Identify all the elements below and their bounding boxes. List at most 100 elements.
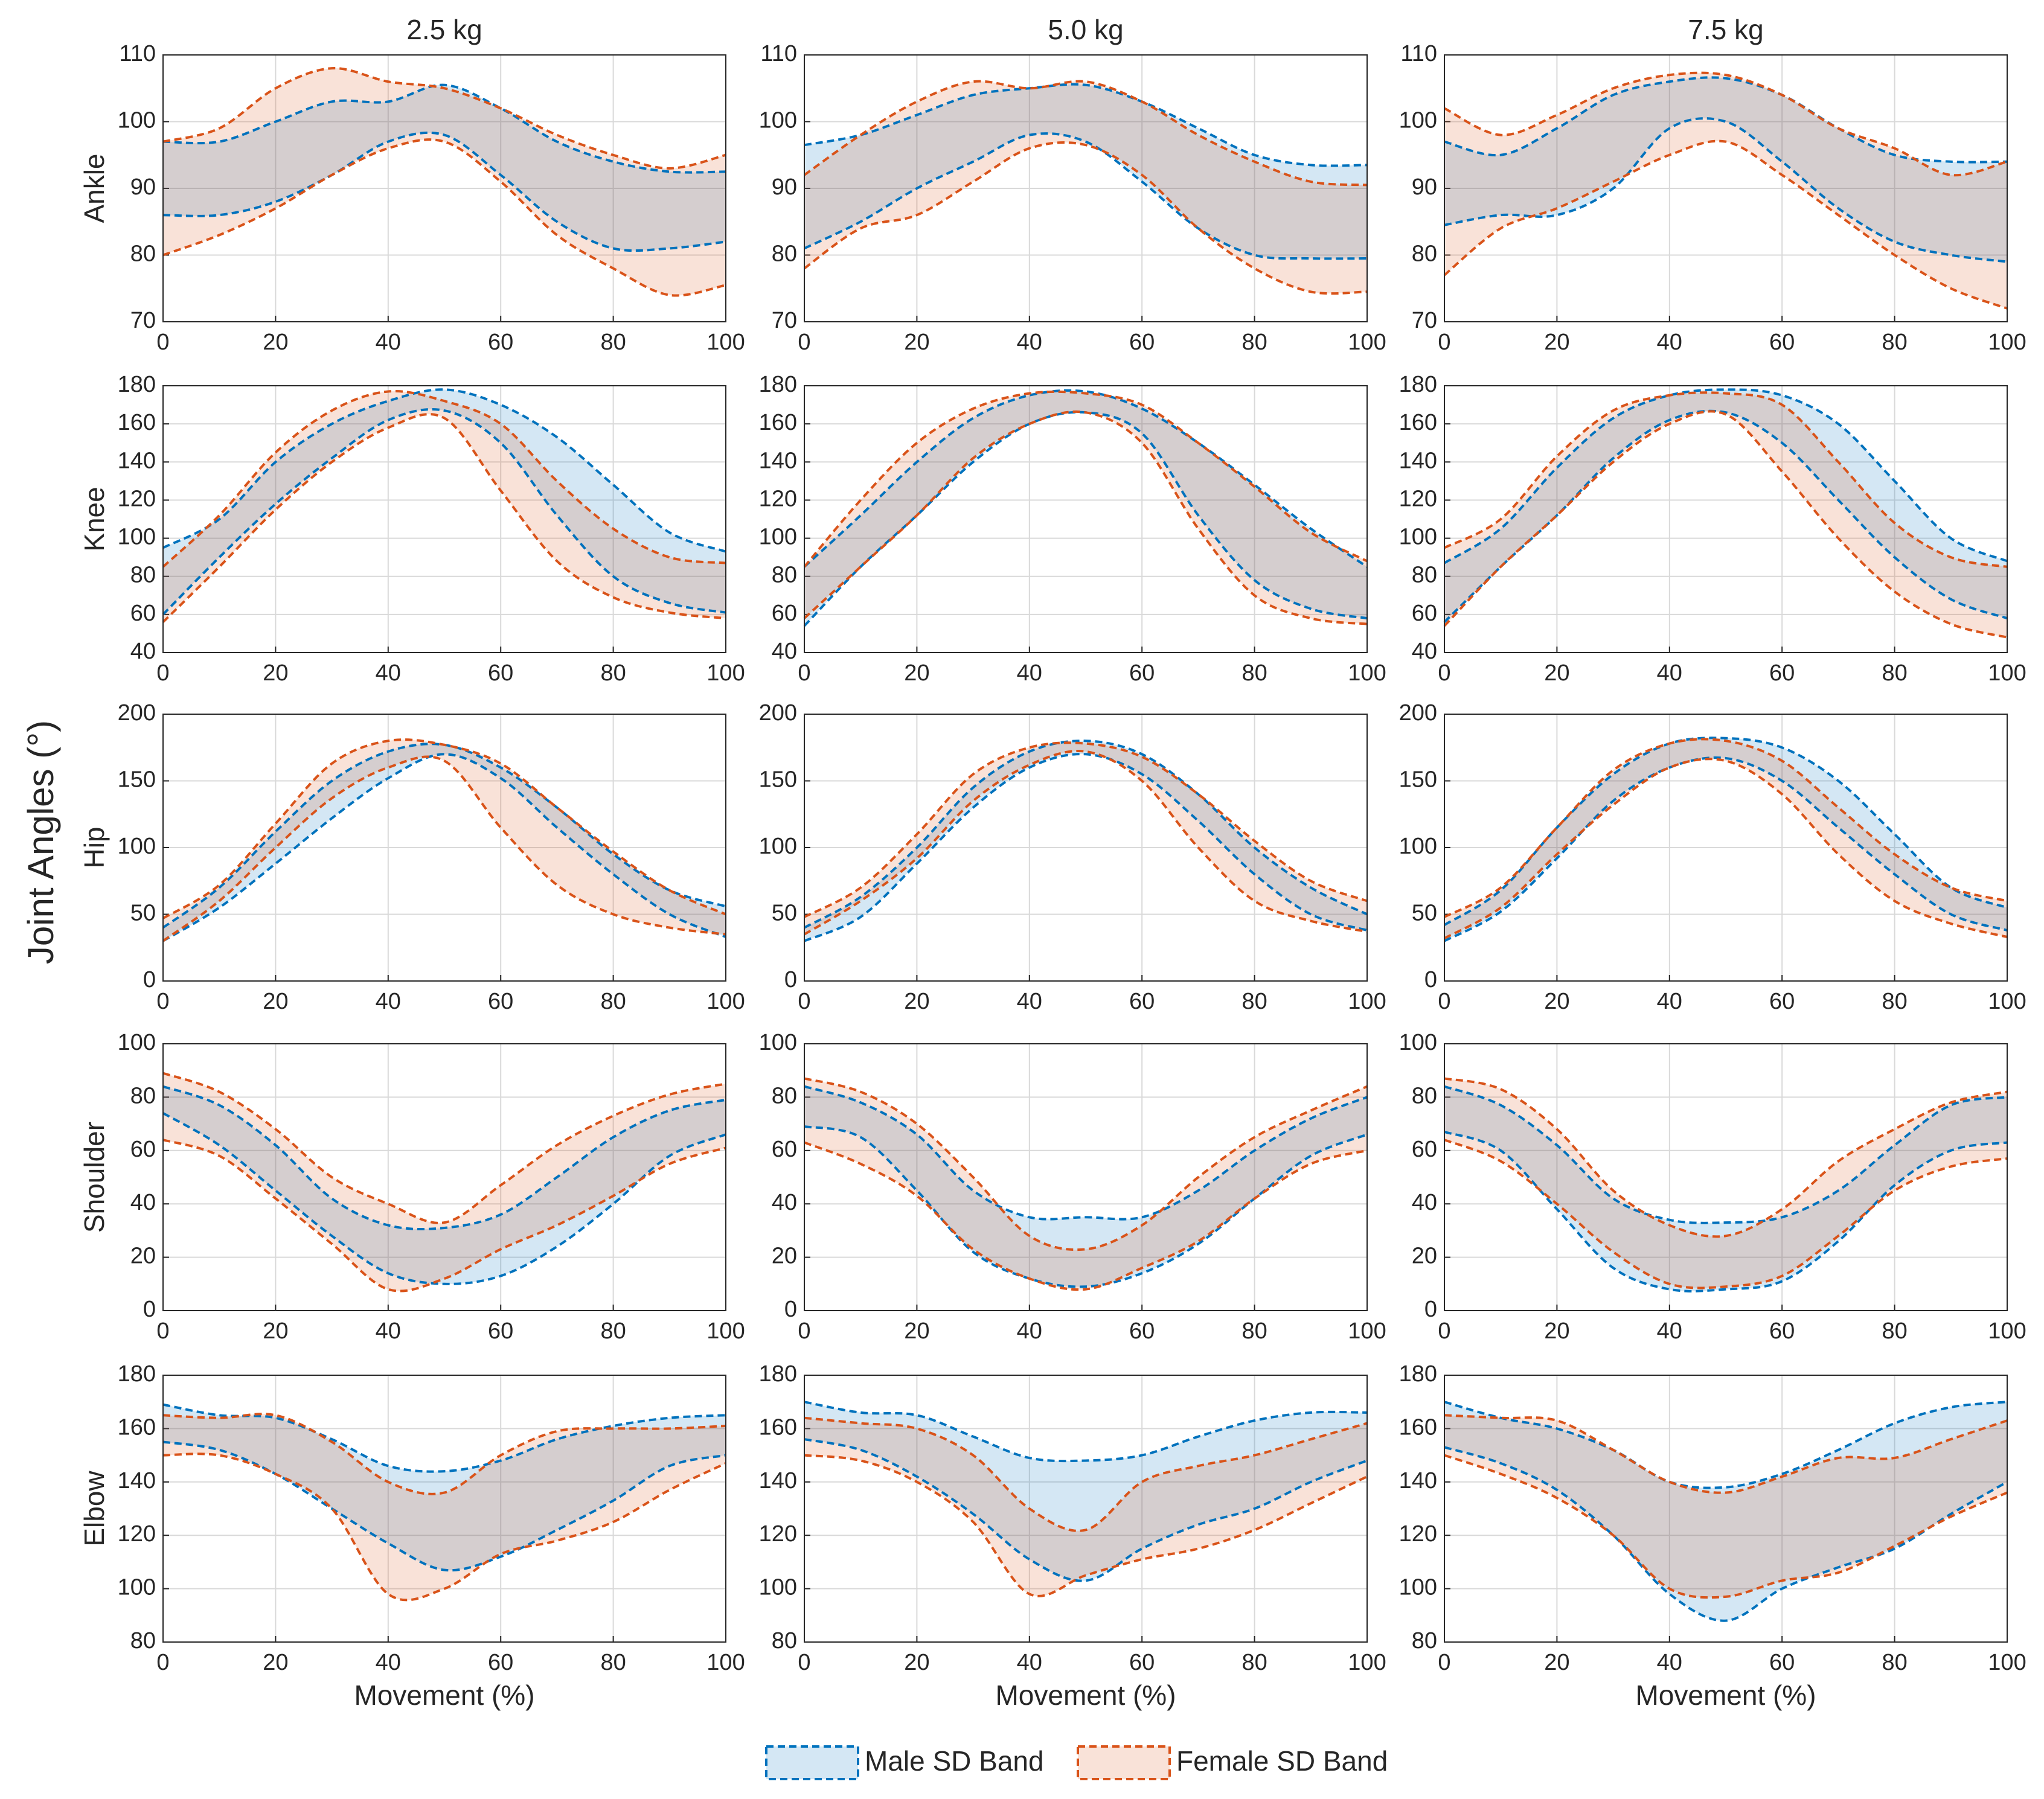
y-tick-label: 100: [118, 834, 156, 859]
sd-band-fill: [163, 744, 726, 941]
sd-band-upper-line: [804, 741, 1368, 918]
sd-band-upper-line: [162, 1403, 726, 1473]
plot-area: [804, 1044, 1367, 1311]
x-tick-label: 0: [1438, 1650, 1450, 1675]
y-tick-label: 100: [1399, 1575, 1437, 1600]
x-tick-label: 80: [1241, 660, 1267, 686]
plot-area: [1444, 386, 2007, 653]
y-tick-label: 40: [130, 639, 156, 664]
y-tick-label: 150: [1399, 767, 1437, 793]
y-tick-label: 150: [759, 767, 797, 793]
sd-band-lower-line: [162, 1440, 726, 1572]
x-tick-label: 80: [600, 660, 626, 686]
x-tick-label: 100: [1988, 989, 2026, 1014]
x-tick-label: 20: [263, 1650, 288, 1675]
x-tick-label: 100: [1348, 989, 1386, 1014]
sd-band-lower-line: [1444, 1454, 2008, 1599]
sd-band-fill: [1444, 1415, 2007, 1598]
y-tick-label: 100: [759, 1030, 797, 1055]
x-tick-label: 80: [1241, 989, 1267, 1014]
sd-band-lower-line: [804, 1438, 1368, 1582]
y-tick-label: 160: [759, 410, 797, 435]
x-tick-label: 0: [798, 989, 810, 1014]
y-tick-label: 100: [118, 1575, 156, 1600]
y-axis-label: Knee: [78, 487, 110, 551]
y-tick-label: 80: [130, 1083, 156, 1108]
sd-band-fill: [163, 740, 726, 941]
subplot: 40 60 80 100 120 140 160 180 0 20 40 60 80 100: [1399, 372, 2026, 686]
sd-band-lower-line: [162, 138, 726, 297]
plot-area: [163, 386, 726, 653]
x-tick-label: 40: [1017, 660, 1042, 686]
sd-band-fill: [1444, 77, 2007, 262]
sd-band-upper-line: [804, 1077, 1368, 1251]
sd-band-upper-line: [1444, 1077, 2008, 1238]
y-tick-label: 180: [1399, 372, 1437, 397]
y-tick-label: 100: [118, 108, 156, 133]
y-tick-label: 160: [1399, 1414, 1437, 1440]
y-tick-label: 140: [759, 448, 797, 473]
x-tick-label: 20: [263, 1318, 288, 1344]
y-axis-label: Elbow: [78, 1471, 110, 1547]
y-tick-label: 70: [1412, 308, 1437, 333]
sd-band-upper-line: [162, 1072, 726, 1224]
x-tick-label: 40: [376, 989, 401, 1014]
x-tick-label: 40: [376, 660, 401, 686]
x-tick-label: 100: [1988, 660, 2026, 686]
sd-band-upper-line: [162, 1413, 726, 1495]
x-tick-label: 0: [156, 1650, 169, 1675]
y-tick-label: 40: [1412, 1190, 1437, 1215]
y-tick-label: 200: [759, 700, 797, 726]
sd-band-lower-line: [162, 1139, 726, 1293]
y-tick-label: 80: [772, 1628, 797, 1654]
x-tick-label: 20: [904, 1650, 929, 1675]
x-tick-label: 0: [798, 1650, 810, 1675]
y-axis-label: Hip: [78, 826, 110, 868]
sd-band-lower-line: [1444, 756, 2008, 942]
y-tick-label: 90: [772, 174, 797, 200]
sd-band-lower-line: [1444, 1130, 2008, 1293]
x-tick-label: 0: [798, 330, 810, 355]
y-tick-label: 140: [118, 448, 156, 473]
sd-band-lower-line: [1443, 139, 2008, 310]
sd-band-lower-line: [162, 407, 726, 616]
y-tick-label: 180: [1399, 1361, 1437, 1387]
x-tick-label: 100: [706, 660, 745, 686]
y-tick-label: 0: [143, 967, 156, 992]
x-tick-label: 20: [904, 330, 929, 355]
y-tick-label: 150: [118, 767, 156, 793]
common-y-label: Joint Angles (°): [21, 720, 61, 964]
x-tick-label: 40: [1657, 330, 1682, 355]
sd-band-upper-line: [804, 1085, 1368, 1221]
sd-band-fill: [1444, 392, 2007, 637]
y-tick-label: 40: [130, 1190, 156, 1215]
y-tick-label: 120: [759, 486, 797, 511]
subplot: 0 50 100 150 200 0 20 40 60 80 100: [759, 700, 1386, 1014]
axes-box: [804, 1043, 1368, 1311]
sd-band-fill: [163, 391, 726, 622]
x-tick-label: 60: [1129, 1650, 1155, 1675]
x-tick-label: 100: [1988, 330, 2026, 355]
y-tick-label: 120: [759, 1521, 797, 1547]
sd-band-upper-line: [1444, 76, 2008, 164]
sd-band-upper-line: [1444, 391, 2008, 568]
y-tick-label: 20: [1412, 1244, 1437, 1269]
x-tick-label: 40: [376, 1650, 401, 1675]
x-tick-label: 0: [156, 1318, 169, 1344]
sd-band-upper-line: [1444, 1085, 2008, 1224]
x-tick-label: 40: [1657, 660, 1682, 686]
subplot: 0 20 40 60 80 100 0 20 40 60 80 100: [759, 1030, 1386, 1344]
x-tick-label: 100: [1348, 660, 1386, 686]
x-tick-label: 20: [1544, 989, 1569, 1014]
axes-box: [804, 54, 1368, 322]
sd-band-fill: [804, 81, 1367, 294]
y-tick-label: 60: [130, 601, 156, 626]
y-tick-label: 100: [1399, 108, 1437, 133]
y-tick-label: 100: [759, 834, 797, 859]
legend-swatch: [765, 1745, 859, 1780]
column-title: 7.5 kg: [1688, 14, 1763, 45]
x-tick-label: 20: [904, 989, 929, 1014]
x-axis-label: Movement (%): [354, 1679, 534, 1711]
x-tick-label: 60: [1769, 1318, 1795, 1344]
